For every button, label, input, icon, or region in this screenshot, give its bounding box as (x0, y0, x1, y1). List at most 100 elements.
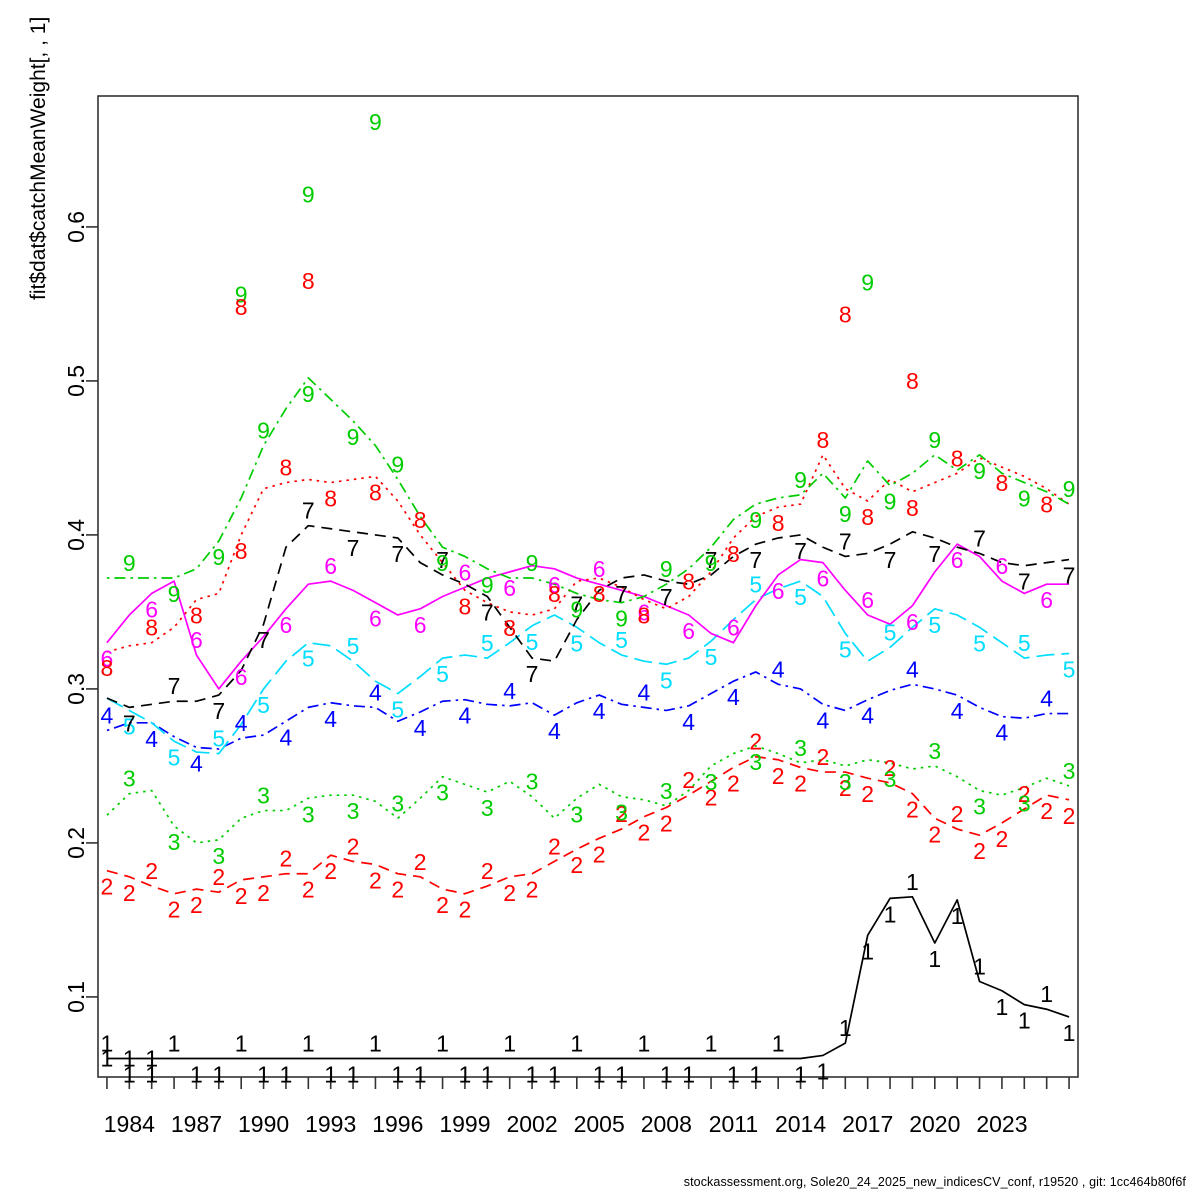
svg-text:7: 7 (570, 592, 583, 618)
svg-text:5: 5 (705, 644, 718, 670)
svg-text:2: 2 (369, 867, 382, 893)
svg-text:9: 9 (861, 269, 874, 295)
svg-text:1: 1 (481, 1062, 494, 1088)
svg-text:4: 4 (638, 679, 651, 705)
svg-text:2: 2 (123, 880, 136, 906)
svg-text:2: 2 (682, 767, 695, 793)
svg-text:2: 2 (906, 797, 919, 823)
svg-text:2: 2 (526, 877, 539, 903)
svg-text:3: 3 (391, 790, 404, 816)
svg-text:1: 1 (794, 1062, 807, 1088)
svg-text:1: 1 (235, 1031, 248, 1057)
svg-text:8: 8 (861, 504, 874, 530)
svg-text:3: 3 (302, 801, 315, 827)
svg-text:3: 3 (615, 800, 628, 826)
svg-text:9: 9 (212, 544, 225, 570)
svg-text:0.5: 0.5 (63, 365, 89, 397)
svg-text:8: 8 (280, 455, 293, 481)
svg-text:5: 5 (928, 612, 941, 638)
svg-text:2: 2 (1040, 798, 1053, 824)
svg-text:8: 8 (503, 615, 516, 641)
svg-text:2005: 2005 (574, 1111, 625, 1137)
svg-text:5: 5 (391, 697, 404, 723)
svg-text:6: 6 (190, 627, 203, 653)
svg-text:1: 1 (145, 1062, 158, 1088)
svg-text:6: 6 (682, 618, 695, 644)
svg-text:5: 5 (257, 692, 270, 718)
svg-text:2: 2 (347, 833, 360, 859)
svg-text:7: 7 (1063, 563, 1076, 589)
svg-text:2: 2 (1018, 781, 1031, 807)
svg-text:5: 5 (302, 646, 315, 672)
svg-text:2: 2 (861, 781, 874, 807)
svg-text:2: 2 (481, 858, 494, 884)
svg-text:1: 1 (973, 954, 986, 980)
svg-text:1: 1 (996, 994, 1009, 1020)
svg-text:7: 7 (973, 525, 986, 551)
svg-text:7: 7 (884, 547, 897, 573)
svg-text:9: 9 (884, 489, 897, 515)
svg-text:5: 5 (1063, 656, 1076, 682)
svg-text:5: 5 (123, 713, 136, 739)
svg-text:6: 6 (280, 612, 293, 638)
series-glyph-labels: 11 111 111 111 111 111 111 111 111 111 111 11111111… (101, 109, 1076, 1087)
svg-text:7: 7 (749, 547, 762, 573)
svg-text:6: 6 (503, 575, 516, 601)
svg-text:2017: 2017 (842, 1111, 893, 1137)
svg-text:9: 9 (705, 550, 718, 576)
y-axis-title: fit$dat$catchMeanWeight[, , 1] (24, 0, 54, 700)
svg-text:1987: 1987 (171, 1111, 222, 1137)
svg-text:3: 3 (570, 801, 583, 827)
svg-text:4: 4 (280, 724, 293, 750)
svg-text:8: 8 (235, 538, 248, 564)
svg-text:8: 8 (906, 495, 919, 521)
svg-text:6: 6 (324, 553, 337, 579)
svg-text:3: 3 (481, 795, 494, 821)
svg-text:9: 9 (347, 424, 360, 450)
svg-text:5: 5 (749, 572, 762, 598)
svg-text:1: 1 (347, 1062, 360, 1088)
svg-text:8: 8 (682, 569, 695, 595)
svg-text:8: 8 (459, 593, 472, 619)
svg-text:4: 4 (861, 703, 874, 729)
svg-text:1: 1 (145, 1046, 158, 1072)
svg-text:9: 9 (839, 501, 852, 527)
svg-text:5: 5 (570, 630, 583, 656)
svg-text:1: 1 (839, 1015, 852, 1041)
y-axis-title-text: fit$dat$catchMeanWeight[, , 1] (27, 16, 50, 300)
svg-text:3: 3 (660, 778, 673, 804)
svg-text:9: 9 (302, 182, 315, 208)
svg-text:6: 6 (1040, 587, 1053, 613)
svg-text:8: 8 (772, 510, 785, 536)
svg-text:9: 9 (369, 109, 382, 135)
svg-text:3: 3 (168, 829, 181, 855)
svg-text:2: 2 (749, 729, 762, 755)
svg-text:1: 1 (324, 1062, 337, 1088)
svg-text:9: 9 (168, 581, 181, 607)
svg-text:6: 6 (235, 664, 248, 690)
svg-text:1: 1 (1063, 1020, 1076, 1046)
svg-text:4: 4 (906, 656, 919, 682)
svg-text:5: 5 (436, 661, 449, 687)
footer-attribution: stockassessment.org, Sole20_24_2025_new_… (683, 1175, 1186, 1189)
svg-text:6: 6 (817, 566, 830, 592)
svg-text:3: 3 (973, 794, 986, 820)
svg-text:0.3: 0.3 (63, 673, 89, 705)
svg-text:2: 2 (817, 744, 830, 770)
svg-text:2: 2 (503, 880, 516, 906)
svg-text:1: 1 (884, 901, 897, 927)
svg-text:2008: 2008 (641, 1111, 692, 1137)
svg-text:7: 7 (615, 581, 628, 607)
svg-text:3: 3 (257, 783, 270, 809)
svg-text:5: 5 (615, 627, 628, 653)
svg-text:2: 2 (168, 897, 181, 923)
svg-text:5: 5 (212, 726, 225, 752)
svg-text:9: 9 (794, 467, 807, 493)
svg-text:1: 1 (638, 1031, 651, 1057)
svg-text:2: 2 (324, 858, 337, 884)
svg-text:1: 1 (280, 1062, 293, 1088)
svg-text:3: 3 (526, 769, 539, 795)
svg-text:8: 8 (593, 581, 606, 607)
svg-text:9: 9 (481, 572, 494, 598)
